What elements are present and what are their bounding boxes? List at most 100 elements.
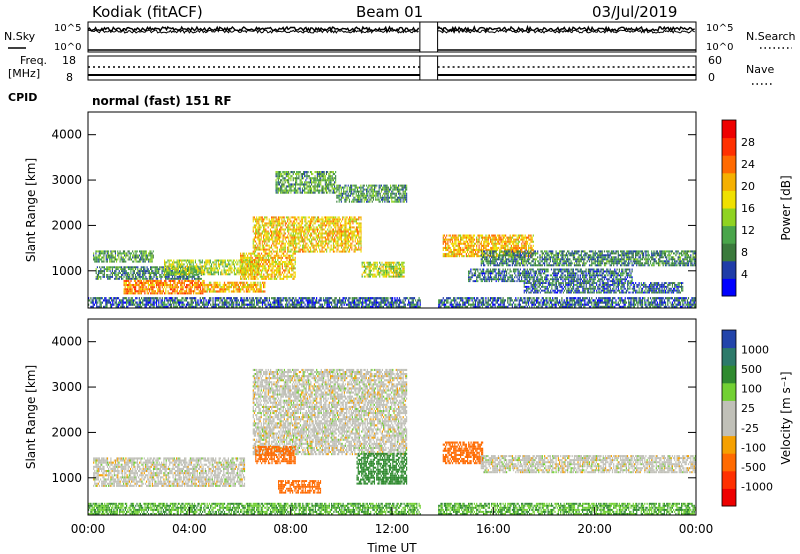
heatmap-cell <box>372 192 374 195</box>
heatmap-cell <box>252 267 254 270</box>
heatmap-cell <box>343 190 345 193</box>
heatmap-cell <box>367 263 369 266</box>
heatmap-cell <box>199 290 202 293</box>
heatmap-cell <box>273 230 275 233</box>
heatmap-cell <box>272 263 274 266</box>
heatmap-cell <box>105 256 107 259</box>
heatmap-cell <box>189 288 191 291</box>
heatmap-cell <box>275 234 277 237</box>
heatmap-cell <box>172 273 174 276</box>
heatmap-cell <box>265 252 267 255</box>
heatmap-cell <box>199 266 201 269</box>
heatmap-cell <box>376 261 378 264</box>
heatmap-cell <box>223 288 226 291</box>
heatmap-cell <box>483 240 485 243</box>
heatmap-cell <box>322 185 324 188</box>
heatmap-cell <box>378 198 380 201</box>
heatmap-cell <box>129 290 131 293</box>
heatmap-cell <box>133 284 136 287</box>
heatmap-cell <box>386 190 388 193</box>
heatmap-cell <box>115 270 117 272</box>
heatmap-cell <box>274 273 276 276</box>
heatmap-cell <box>144 252 146 255</box>
heatmap-cell <box>142 252 144 255</box>
heatmap-cell <box>347 244 349 247</box>
heatmap-cell <box>144 272 146 274</box>
heatmap-cell <box>366 198 368 201</box>
heatmap-cell <box>324 220 326 223</box>
heatmap-cell <box>150 260 152 263</box>
heatmap-cell <box>251 252 253 255</box>
heatmap-cell <box>135 284 137 287</box>
heatmap-cell <box>496 246 499 249</box>
heatmap-cell <box>110 252 112 255</box>
heatmap-cell <box>238 286 240 289</box>
heatmap-cell <box>277 179 279 182</box>
heatmap-cell <box>282 183 284 186</box>
heatmap-cell <box>291 273 293 276</box>
heatmap-cell <box>355 234 357 237</box>
heatmap-cell <box>392 184 394 187</box>
heatmap-cell <box>183 276 185 278</box>
heatmap-cell <box>135 290 137 293</box>
heatmap-cell <box>208 273 210 276</box>
heatmap-cell <box>191 276 193 278</box>
heatmap-cell <box>285 179 287 182</box>
heatmap-cell <box>272 224 274 227</box>
heatmap-cell <box>483 244 485 247</box>
heatmap-cell <box>283 228 285 231</box>
heatmap-cell <box>327 242 329 245</box>
heatmap-cell <box>283 173 285 176</box>
heatmap-cell <box>160 281 162 284</box>
heatmap-cell <box>460 236 462 239</box>
heatmap-cell <box>182 267 184 270</box>
heatmap-cell <box>277 224 279 227</box>
heatmap-cell <box>108 277 110 280</box>
heatmap-cell <box>351 242 353 245</box>
heatmap-cell <box>188 290 190 293</box>
heatmap-cell <box>194 269 196 272</box>
heatmap-cell <box>154 290 156 293</box>
heatmap-cell <box>264 267 266 270</box>
heatmap-cell <box>375 190 377 193</box>
heatmap-cell <box>255 250 257 253</box>
heatmap-cell <box>138 270 140 272</box>
heatmap-cell <box>154 266 156 269</box>
heatmap-cell <box>195 277 197 280</box>
heatmap-cell <box>177 281 180 284</box>
heatmap-cell <box>200 277 202 280</box>
heatmap-cell <box>152 254 154 257</box>
heatmap-cell <box>302 226 304 229</box>
heatmap-cell <box>217 290 219 293</box>
heatmap-cell <box>241 273 243 276</box>
heatmap-region <box>123 279 205 295</box>
heatmap-cell <box>112 266 115 269</box>
heatmap-cell <box>233 290 235 293</box>
heatmap-cell <box>282 228 284 231</box>
heatmap-cell <box>273 261 275 264</box>
heatmap-cell <box>449 246 451 249</box>
heatmap-cell <box>345 234 347 237</box>
heatmap-cell <box>347 240 349 243</box>
heatmap-cell <box>293 236 295 239</box>
heatmap-cell <box>490 248 492 251</box>
heatmap-cell <box>292 242 294 245</box>
heatmap-cell <box>312 185 314 188</box>
heatmap-cell <box>256 290 258 293</box>
heatmap-cell <box>266 258 268 261</box>
heatmap-cell <box>349 228 351 231</box>
heatmap-cell <box>315 185 317 188</box>
heatmap-cell <box>406 184 408 187</box>
heatmap-cell <box>141 258 143 261</box>
heatmap-cell <box>287 271 289 274</box>
heatmap-cell <box>367 275 369 278</box>
heatmap-cell <box>183 284 185 287</box>
nave-tick-bottom: 0 <box>708 71 715 84</box>
heatmap-cell <box>143 272 145 274</box>
heatmap-cell <box>128 274 130 276</box>
heatmap-cell <box>377 196 379 199</box>
heatmap-cell <box>214 271 216 274</box>
heatmap-cell <box>446 238 448 241</box>
heatmap-cell <box>304 230 306 233</box>
heatmap-cell <box>359 228 361 231</box>
